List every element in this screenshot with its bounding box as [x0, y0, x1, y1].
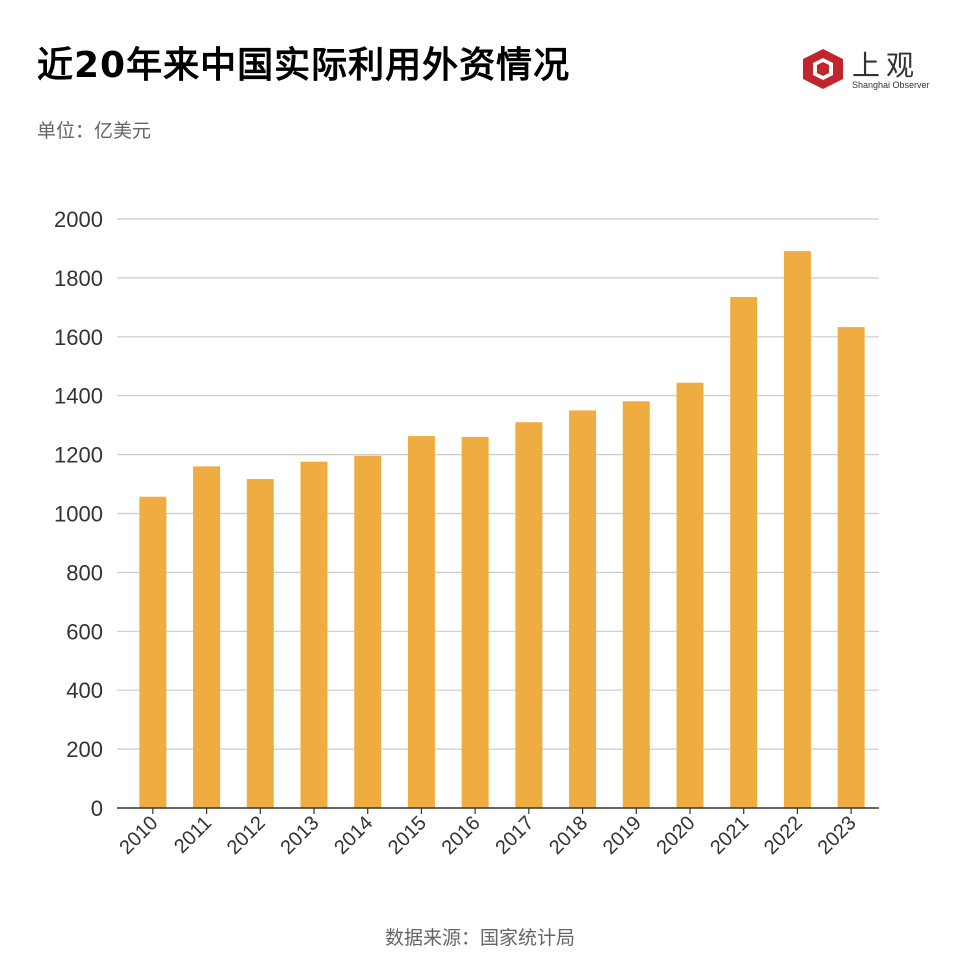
- x-tick-label: 2022: [760, 812, 807, 859]
- y-tick-label: 1200: [54, 443, 103, 468]
- bar-2016: [461, 436, 489, 808]
- y-tick-label: 600: [66, 619, 103, 644]
- x-tick-label: 2020: [653, 812, 700, 859]
- logo-name: 上观: [852, 49, 921, 82]
- bar-2010: [139, 496, 167, 808]
- bar-2018: [569, 410, 597, 808]
- x-tick-label: 2017: [491, 812, 538, 859]
- bar-2015: [407, 436, 435, 808]
- bar-2012: [246, 479, 274, 808]
- x-tick-label: 2010: [115, 812, 162, 859]
- x-tick-label: 2015: [384, 812, 431, 859]
- bar-2019: [622, 401, 650, 808]
- bar-2011: [193, 466, 221, 808]
- source-label: 数据来源：国家统计局: [384, 927, 575, 949]
- y-tick-label: 1800: [54, 266, 103, 291]
- y-tick-label: 2000: [54, 207, 103, 232]
- x-tick-label: 2012: [223, 812, 270, 859]
- x-tick-label: 2018: [545, 812, 592, 859]
- bar-2017: [515, 422, 543, 808]
- y-tick-label: 0: [91, 796, 103, 821]
- bar-2014: [354, 455, 382, 808]
- x-tick-label: 2021: [706, 812, 753, 859]
- bar-2020: [676, 382, 704, 808]
- bar-chart: 0 200 400 600 800 1000 1200 1400 1600 1800 2000 201…: [54, 207, 879, 859]
- x-tick-label: 2011: [170, 812, 216, 858]
- bar-2023: [837, 327, 865, 808]
- x-tick-label: 2013: [277, 812, 324, 859]
- x-tick-label: 2019: [599, 812, 646, 859]
- chart-title: 近20年来中国实际利用外资情况: [37, 45, 571, 86]
- bars: [139, 251, 865, 809]
- hexagon-logo-icon: [803, 49, 843, 89]
- y-tick-label: 1600: [54, 325, 103, 350]
- grid-lines: [117, 218, 879, 750]
- x-tick-label: 2023: [814, 812, 861, 859]
- y-tick-label: 200: [66, 737, 103, 762]
- logo-subtitle: Shanghai Observer: [852, 80, 930, 90]
- bar-2022: [783, 251, 811, 809]
- y-tick-label: 1000: [54, 502, 103, 527]
- x-tick-label: 2016: [438, 812, 485, 859]
- unit-label: 单位：亿美元: [37, 120, 152, 142]
- y-tick-label: 1400: [54, 384, 103, 409]
- bar-2013: [300, 461, 328, 808]
- y-tick-label: 400: [66, 678, 103, 703]
- y-tick-label: 800: [66, 560, 103, 585]
- bar-2021: [730, 297, 758, 808]
- x-tick-label: 2014: [330, 812, 377, 859]
- logo: 上观 Shanghai Observer: [800, 44, 932, 94]
